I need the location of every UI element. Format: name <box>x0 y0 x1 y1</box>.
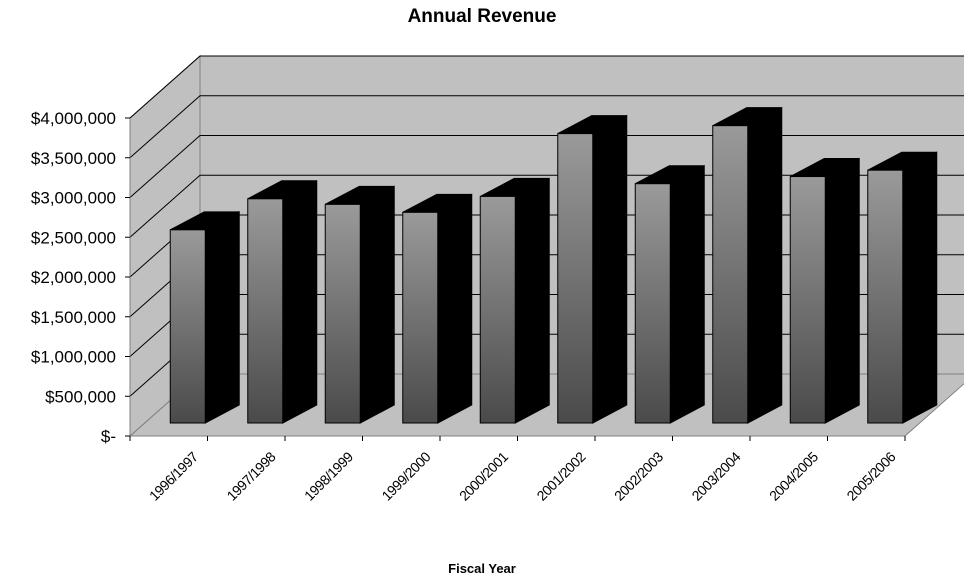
bar-side <box>437 193 473 424</box>
bar-front <box>479 195 516 424</box>
bar-front <box>557 133 594 424</box>
x-tick-label: 1996/1997 <box>146 448 201 503</box>
bar <box>712 106 783 424</box>
bar-front <box>324 203 361 424</box>
bar <box>247 179 318 424</box>
chart-title: Annual Revenue <box>407 6 557 27</box>
bar <box>169 210 240 424</box>
x-tick-label: 2004/2005 <box>766 448 821 503</box>
bar-front <box>789 176 826 424</box>
bar-side <box>592 114 628 424</box>
bar <box>402 193 473 424</box>
bar-front <box>402 211 439 424</box>
axes <box>125 117 906 441</box>
bar-front <box>634 183 671 424</box>
gridline <box>129 95 964 159</box>
x-tick-label: 1999/2000 <box>378 448 433 503</box>
bar-front <box>247 198 284 424</box>
x-tick-label: 2000/2001 <box>456 448 511 503</box>
bar-side <box>204 210 240 424</box>
y-tick-label: $3,000,000 <box>31 189 116 208</box>
y-axis-ticks: $- $500,000 $1,000,000 $1,500,000 $2,000,000… <box>31 109 116 446</box>
bar-side <box>824 157 860 424</box>
bar <box>479 177 550 424</box>
bar-side <box>514 177 550 424</box>
x-axis-title: Fiscal Year <box>448 561 516 576</box>
bar-side <box>747 106 783 424</box>
bar <box>557 114 628 424</box>
y-tick-label: $2,000,000 <box>31 268 116 287</box>
x-tick-label: 2005/2006 <box>843 448 898 503</box>
bars <box>169 106 938 424</box>
bar-side <box>282 179 318 424</box>
gridline <box>129 55 964 119</box>
y-tick-label: $3,500,000 <box>31 149 116 168</box>
bar-front <box>169 229 206 424</box>
bar <box>867 151 938 424</box>
bar <box>324 185 395 424</box>
bar <box>634 164 705 424</box>
x-tick-label: 1997/1998 <box>223 448 278 503</box>
x-tick-label: 2002/2003 <box>611 448 666 503</box>
y-tick-label: $1,000,000 <box>31 348 116 367</box>
bar-side <box>359 185 395 424</box>
y-tick-label: $1,500,000 <box>31 308 116 327</box>
y-tick-label: $500,000 <box>45 387 116 406</box>
y-tick-label: $2,500,000 <box>31 228 116 247</box>
x-tick-label: 2001/2002 <box>533 448 588 503</box>
bar-side <box>902 151 938 424</box>
bar <box>789 157 860 424</box>
bar-front <box>867 169 904 424</box>
x-tick-label: 1998/1999 <box>301 448 356 503</box>
bar-side <box>669 164 705 424</box>
bar-front <box>712 125 749 424</box>
x-axis-ticks: 1996/1997 1997/1998 1998/1999 1999/2000 2000… <box>146 448 899 503</box>
x-tick-label: 2003/2004 <box>688 448 743 503</box>
y-tick-label: $4,000,000 <box>31 109 116 128</box>
y-tick-label: $- <box>101 427 116 446</box>
